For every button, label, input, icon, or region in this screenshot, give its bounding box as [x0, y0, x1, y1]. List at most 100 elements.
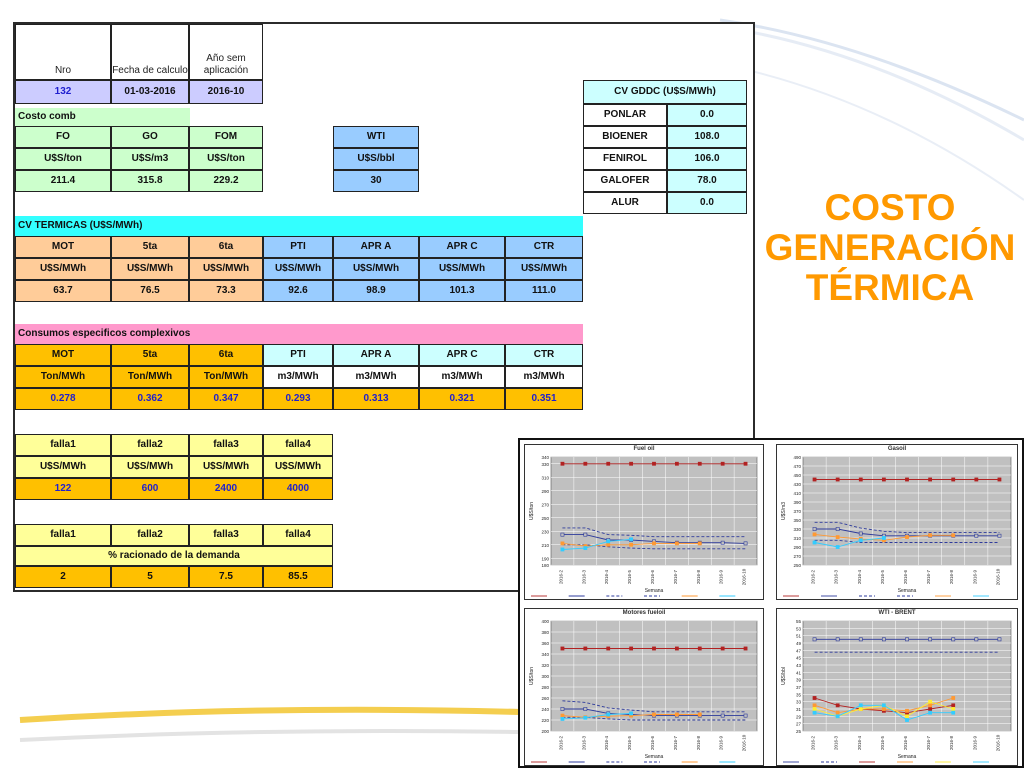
data-point: [835, 477, 840, 482]
cvt-value-5ta[interactable]: 76.5: [111, 280, 189, 302]
cons-value-ctr[interactable]: 0.351: [505, 388, 583, 410]
nro-value[interactable]: 132: [15, 80, 111, 104]
y-tick-label: 430: [793, 482, 801, 487]
data-point: [629, 542, 634, 547]
y-tick-label: 450: [793, 473, 801, 478]
cvt-value-apra[interactable]: 98.9: [333, 280, 419, 302]
x-axis-label: Semana: [645, 588, 664, 594]
cons-unit-pti: m3/MWh: [263, 366, 333, 388]
wti-value[interactable]: 30: [333, 170, 419, 192]
falla3-header: falla3: [189, 434, 263, 456]
cons-value-aprc[interactable]: 0.321: [419, 388, 505, 410]
x-tick-label: 2016-8: [949, 569, 954, 584]
y-tick-label: 410: [793, 491, 801, 496]
data-point: [674, 646, 679, 651]
gddc-value-4[interactable]: 0.0: [667, 192, 747, 214]
chart-svg: 400 380 360 340 320 300 280 260 240 220 200 2016-2 2…: [529, 619, 758, 763]
x-tick-label: 2016-3: [834, 569, 839, 584]
fom-value[interactable]: 229.2: [189, 170, 263, 192]
gddc-value-2[interactable]: 106.0: [667, 148, 747, 170]
data-point: [812, 532, 817, 537]
y-tick-label: 35: [796, 692, 802, 697]
cvt-value-pti[interactable]: 92.6: [263, 280, 333, 302]
data-point: [606, 461, 611, 466]
rac-falla3-header: falla3: [189, 524, 263, 546]
data-point: [881, 477, 886, 482]
x-tick-label: 2016-6: [650, 735, 655, 750]
data-point: [743, 541, 748, 546]
y-tick-label: 51: [796, 634, 802, 639]
data-point: [606, 539, 611, 544]
x-tick-label: 2016-4: [604, 735, 609, 750]
cons-header-ctr: CTR: [505, 344, 583, 366]
anio-value[interactable]: 2016-10: [189, 80, 263, 104]
fom-unit: U$S/ton: [189, 148, 263, 170]
data-point: [905, 718, 909, 722]
cvt-value-ctr[interactable]: 111.0: [505, 280, 583, 302]
cons-value-mot[interactable]: 0.278: [15, 388, 111, 410]
y-tick-label: 330: [793, 527, 801, 532]
cons-value-5ta[interactable]: 0.362: [111, 388, 189, 410]
y-tick-label: 47: [796, 648, 802, 653]
gddc-value-0[interactable]: 0.0: [667, 104, 747, 126]
go-value[interactable]: 315.8: [111, 170, 189, 192]
x-tick-label: 2016-10: [742, 734, 747, 751]
cvt-unit-apra: U$S/MWh: [333, 258, 419, 280]
data-point: [881, 536, 886, 540]
cvt-header-apra: APR A: [333, 236, 419, 258]
data-point: [674, 461, 679, 466]
x-tick-label: 2016-5: [627, 735, 632, 750]
y-tick-label: 43: [796, 663, 802, 668]
cons-value-pti[interactable]: 0.293: [263, 388, 333, 410]
falla1-value[interactable]: 122: [15, 478, 111, 500]
page-title-line1: COSTO: [824, 187, 956, 228]
data-point: [905, 477, 909, 482]
falla4-unit: U$S/MWh: [263, 456, 333, 478]
x-axis-label: Semana: [898, 754, 917, 760]
data-point: [951, 703, 956, 708]
y-tick-label: 340: [541, 455, 549, 460]
cons-header-pti: PTI: [263, 344, 333, 366]
cvt-value-mot[interactable]: 63.7: [15, 280, 111, 302]
data-point: [812, 710, 817, 715]
y-tick-label: 39: [796, 678, 802, 683]
falla4-value[interactable]: 4000: [263, 478, 333, 500]
fecha-value[interactable]: 01-03-2016: [111, 80, 189, 104]
y-axis-label: U$S/bbl: [781, 667, 787, 685]
gddc-value-3[interactable]: 78.0: [667, 170, 747, 192]
data-point: [583, 546, 588, 551]
x-tick-label: 2016-9: [972, 735, 977, 750]
data-point: [974, 477, 979, 482]
rac-falla4-value[interactable]: 85.5: [263, 566, 333, 588]
fo-value[interactable]: 211.4: [15, 170, 111, 192]
wti-unit: U$S/bbl: [333, 148, 419, 170]
data-point: [881, 707, 886, 711]
data-point: [812, 637, 817, 642]
cvt-header-aprc: APR C: [419, 236, 505, 258]
y-tick-label: 390: [793, 500, 801, 505]
data-point: [858, 703, 863, 708]
cons-unit-aprc: m3/MWh: [419, 366, 505, 388]
rac-falla3-value[interactable]: 7.5: [189, 566, 263, 588]
data-point: [652, 646, 656, 651]
cvt-value-6ta[interactable]: 73.3: [189, 280, 263, 302]
data-point: [835, 527, 840, 531]
rac-falla1-value[interactable]: 2: [15, 566, 111, 588]
falla3-value[interactable]: 2400: [189, 478, 263, 500]
cons-value-6ta[interactable]: 0.347: [189, 388, 263, 410]
gddc-value-1[interactable]: 108.0: [667, 126, 747, 148]
x-tick-label: 2016-9: [719, 569, 724, 584]
data-point: [560, 717, 565, 721]
rac-falla2-value[interactable]: 5: [111, 566, 189, 588]
cons-value-apra[interactable]: 0.313: [333, 388, 419, 410]
cvt-value-aprc[interactable]: 101.3: [419, 280, 505, 302]
y-tick-label: 180: [541, 563, 549, 568]
falla2-value[interactable]: 600: [111, 478, 189, 500]
data-point: [974, 533, 979, 538]
x-tick-label: 2016-10: [742, 568, 747, 585]
charts-panel: Fuel oil 340 330 310 290 270 250 230 210 190 180 2…: [518, 438, 1024, 768]
data-point: [951, 696, 956, 700]
cvt-unit-ctr: U$S/MWh: [505, 258, 583, 280]
data-point: [812, 527, 817, 531]
data-point: [928, 699, 933, 704]
